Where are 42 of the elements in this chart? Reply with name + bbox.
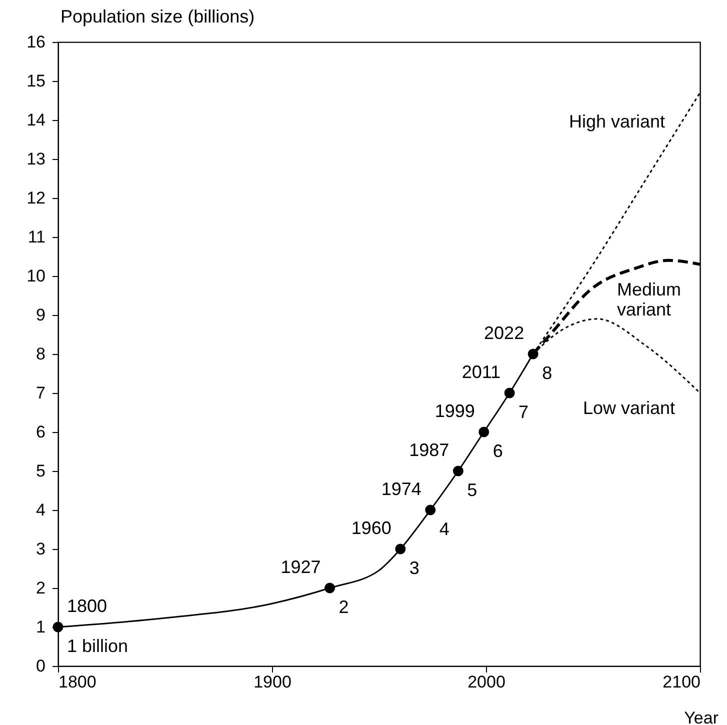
y-tick-label: 12 [26, 188, 46, 208]
y-tick-label: 11 [28, 228, 46, 246]
y-tick-label: 7 [36, 384, 46, 402]
annotation: 6 [492, 441, 503, 461]
x-tick-label: 2000 [468, 672, 506, 692]
y-tick-label: 13 [26, 150, 46, 168]
y-tick-label: 1 [36, 618, 46, 636]
y-tick-label: 16 [26, 32, 46, 52]
annotation: 1999 [434, 401, 475, 421]
y-tick-label: 2 [36, 578, 46, 598]
annotation: 1974 [381, 479, 422, 499]
y-tick-label: 5 [36, 462, 46, 480]
annotation: 1800 [67, 596, 108, 616]
annotation: 2011 [462, 362, 501, 382]
series-label: High variant [568, 112, 665, 132]
annotation: 7 [518, 402, 529, 422]
annotation: 1960 [351, 518, 392, 538]
y-tick-label: 9 [36, 306, 46, 324]
y-tick-label: 3 [36, 540, 46, 558]
annotation: 2 [338, 597, 349, 617]
y-tick-label: 6 [36, 422, 46, 442]
annotation: 1927 [280, 557, 321, 577]
annotation: 2022 [484, 323, 524, 343]
annotation: 8 [542, 363, 552, 383]
series-label: Low variant [583, 398, 676, 418]
y-tick-label: 10 [26, 266, 46, 286]
x-tick-label: 2100 [662, 672, 700, 692]
y-tick-label: 8 [36, 344, 46, 364]
y-tick-label: 15 [26, 72, 46, 90]
annotation: 4 [439, 519, 450, 539]
annotation: 3 [409, 558, 420, 578]
x-tick-label: 1900 [254, 672, 292, 692]
series-label: Medium variant [617, 279, 682, 320]
y-axis-title: Population size (billions) [60, 6, 255, 26]
x-axis-title: Year [684, 708, 719, 725]
y-tick-label: 4 [36, 500, 46, 520]
y-tick-label: 0 [36, 656, 46, 676]
annotation: 5 [467, 480, 478, 500]
x-tick-label: 1800 [58, 672, 96, 692]
annotation: 1987 [409, 440, 450, 460]
annotation: 1 billion [67, 636, 128, 656]
y-tick-label: 14 [26, 110, 46, 130]
